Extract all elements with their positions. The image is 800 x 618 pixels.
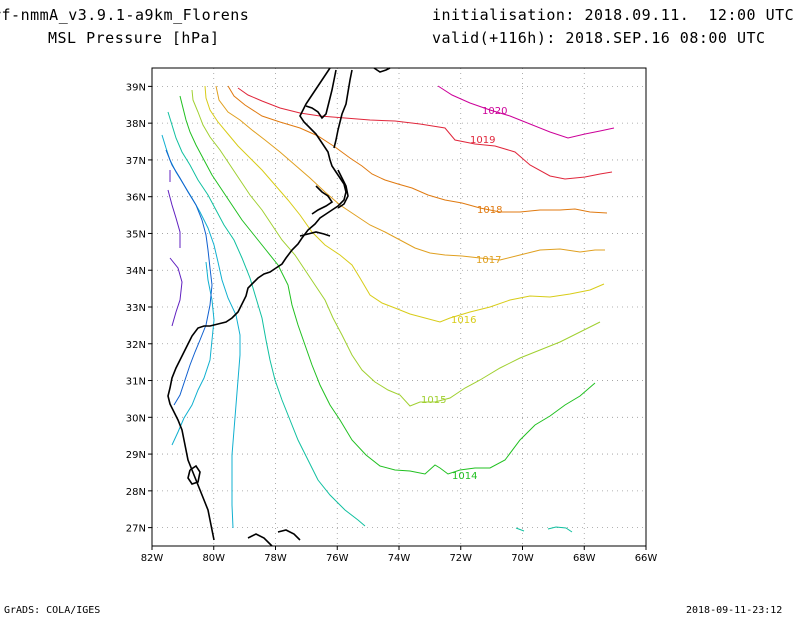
init-time: initialisation: 2018.09.11. 12:00 UTC bbox=[432, 6, 795, 24]
latitude-ticks: 27N 28N 29N 30N 31N 32N 33N 34N 35N 36N 37N 38N 39N bbox=[126, 82, 152, 535]
isobar-1019 bbox=[237, 87, 613, 180]
isobar-1017 bbox=[215, 85, 605, 261]
isobar-1015 bbox=[191, 89, 601, 407]
isobar-contours bbox=[161, 85, 615, 533]
lat-tick-label: 33N bbox=[126, 303, 146, 314]
isobar-1013 bbox=[167, 111, 366, 527]
label-1017: 1017 bbox=[476, 255, 501, 266]
lon-tick-label: 82W bbox=[141, 553, 164, 564]
coastline-bahamas-2 bbox=[277, 529, 301, 541]
isobar-1012 bbox=[161, 134, 241, 529]
label-1014: 1014 bbox=[452, 471, 477, 482]
field-title: MSL Pressure [hPa] bbox=[48, 29, 220, 47]
lon-tick-label: 76W bbox=[326, 553, 349, 564]
longitude-ticks: 82W 80W 78W 76W 74W 72W 70W 68W 66W bbox=[141, 546, 658, 564]
isobar-1013-east bbox=[515, 527, 525, 532]
lon-tick-label: 74W bbox=[388, 553, 411, 564]
lat-tick-label: 39N bbox=[126, 82, 146, 93]
isobar-1020 bbox=[437, 85, 615, 139]
label-1016: 1016 bbox=[451, 315, 476, 326]
footer-credit: GrADS: COLA/IGES bbox=[4, 605, 101, 616]
coastline-chesapeake bbox=[305, 69, 337, 120]
lat-tick-label: 32N bbox=[126, 340, 146, 351]
isobar-1010 bbox=[167, 189, 181, 248]
isobar-1013-east2 bbox=[547, 526, 573, 533]
isobar-1010-south bbox=[169, 257, 183, 327]
lon-tick-label: 72W bbox=[449, 553, 472, 564]
coastline bbox=[167, 67, 391, 547]
lat-tick-label: 38N bbox=[126, 119, 146, 130]
lat-tick-label: 29N bbox=[126, 450, 146, 461]
lat-tick-label: 30N bbox=[126, 413, 146, 424]
lat-tick-label: 37N bbox=[126, 156, 146, 167]
lat-tick-label: 36N bbox=[126, 193, 146, 204]
grid-lines bbox=[152, 68, 646, 546]
lat-tick-label: 34N bbox=[126, 266, 146, 277]
label-1018: 1018 bbox=[477, 205, 502, 216]
label-1019: 1019 bbox=[470, 135, 495, 146]
lat-tick-label: 35N bbox=[126, 229, 146, 240]
coastline-mainland bbox=[167, 67, 347, 541]
coastline-sounds bbox=[311, 185, 334, 215]
lat-tick-label: 28N bbox=[126, 487, 146, 498]
isobar-1011 bbox=[165, 149, 213, 406]
footer-timestamp: 2018-09-11-23:12 bbox=[686, 605, 783, 616]
coastline-outer-banks bbox=[337, 169, 349, 209]
valid-time: valid(+116h): 2018.SEP.16 08:00 UTC bbox=[432, 29, 766, 47]
label-1020: 1020 bbox=[482, 106, 507, 117]
coastline-delmarva bbox=[333, 69, 353, 149]
lat-tick-label: 27N bbox=[126, 524, 146, 535]
coastline-ne-tip bbox=[373, 67, 391, 73]
coastline-cape-fear bbox=[299, 231, 331, 237]
isobar-1016 bbox=[204, 85, 605, 323]
isobar-1014 bbox=[179, 95, 596, 475]
isobar-1018 bbox=[227, 85, 608, 214]
lon-tick-label: 66W bbox=[635, 553, 658, 564]
lon-tick-label: 78W bbox=[264, 553, 287, 564]
label-1015: 1015 bbox=[421, 395, 446, 406]
model-title: rf-nmmA_v3.9.1-a9km_Florens bbox=[0, 6, 250, 24]
lon-tick-label: 68W bbox=[573, 553, 596, 564]
lon-tick-label: 80W bbox=[202, 553, 225, 564]
coastline-bahamas bbox=[247, 533, 273, 547]
contour-labels: 1020 1019 1018 1017 1016 1015 1014 bbox=[421, 106, 507, 482]
lat-tick-label: 31N bbox=[126, 377, 146, 388]
map-frame bbox=[151, 67, 647, 547]
lon-tick-label: 70W bbox=[511, 553, 534, 564]
coastline-lake-okeechobee bbox=[187, 464, 201, 485]
